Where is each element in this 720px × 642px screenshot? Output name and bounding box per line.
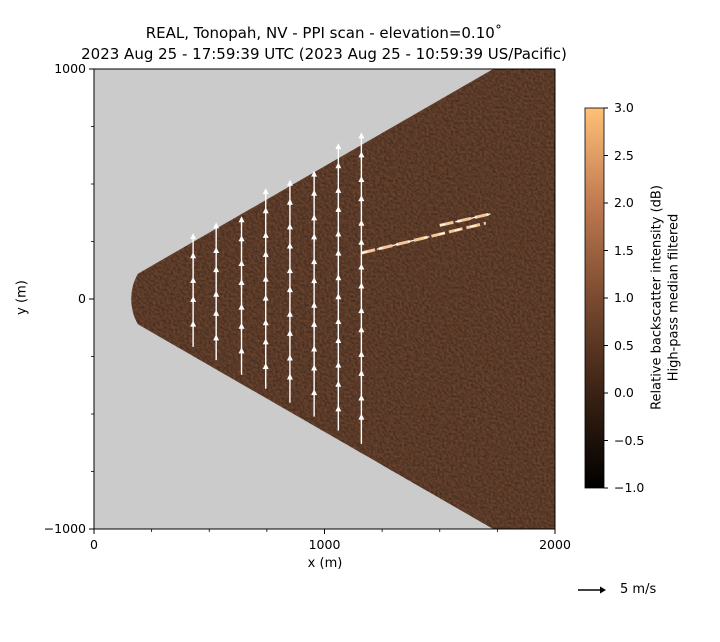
colorbar-tick-label: −1.0 <box>614 480 645 495</box>
x-tick-label: 2000 <box>539 537 571 552</box>
colorbar <box>584 107 605 489</box>
colorbar-tick-label: 2.5 <box>614 147 634 163</box>
colorbar-tick-label: 0.0 <box>614 385 634 400</box>
colorbar-tick-label: 3.0 <box>614 100 634 115</box>
colorbar-tick-label: 1.0 <box>614 290 634 305</box>
wind-vector <box>335 143 342 169</box>
x-tick-label: 1000 <box>308 537 341 552</box>
wind-vector <box>262 188 269 214</box>
plume-streak <box>439 212 491 227</box>
y-tick-label: 0 <box>78 291 86 306</box>
vector-key-arrowhead <box>600 586 606 594</box>
scan-sector-highlight <box>132 69 555 529</box>
plume-streak-core <box>361 222 486 254</box>
colorbar-label-line2: High-pass median filtered <box>666 213 682 382</box>
colorbar-tick-label: 0.5 <box>614 337 634 353</box>
wind-vector <box>190 233 197 260</box>
chart-title-line2: 2023 Aug 25 - 17:59:39 UTC (2023 Aug 25 … <box>81 45 567 63</box>
colorbar-tick-label: 2.0 <box>614 195 634 210</box>
wind-vector <box>238 216 245 244</box>
y-tick-label: −1000 <box>43 521 86 536</box>
wind-vector <box>358 132 365 160</box>
y-tick-label: 1000 <box>54 61 86 76</box>
vector-key-label: 5 m/s <box>620 582 657 597</box>
wind-vector <box>213 222 220 251</box>
wind-vector <box>311 170 318 199</box>
y-axis-label: y (m) <box>14 280 30 315</box>
x-axis-label: x (m) <box>307 556 343 571</box>
colorbar-label-line1: Relative backscatter intensity (dB) <box>649 185 665 410</box>
colorbar-tick-label: 1.5 <box>614 242 634 258</box>
chart-title-line1: REAL, Tonopah, NV - PPI scan - elevation… <box>145 24 503 42</box>
colorbar-tick-label: −0.5 <box>614 432 645 448</box>
wind-vector <box>286 179 293 207</box>
x-tick-label: 0 <box>90 537 98 552</box>
